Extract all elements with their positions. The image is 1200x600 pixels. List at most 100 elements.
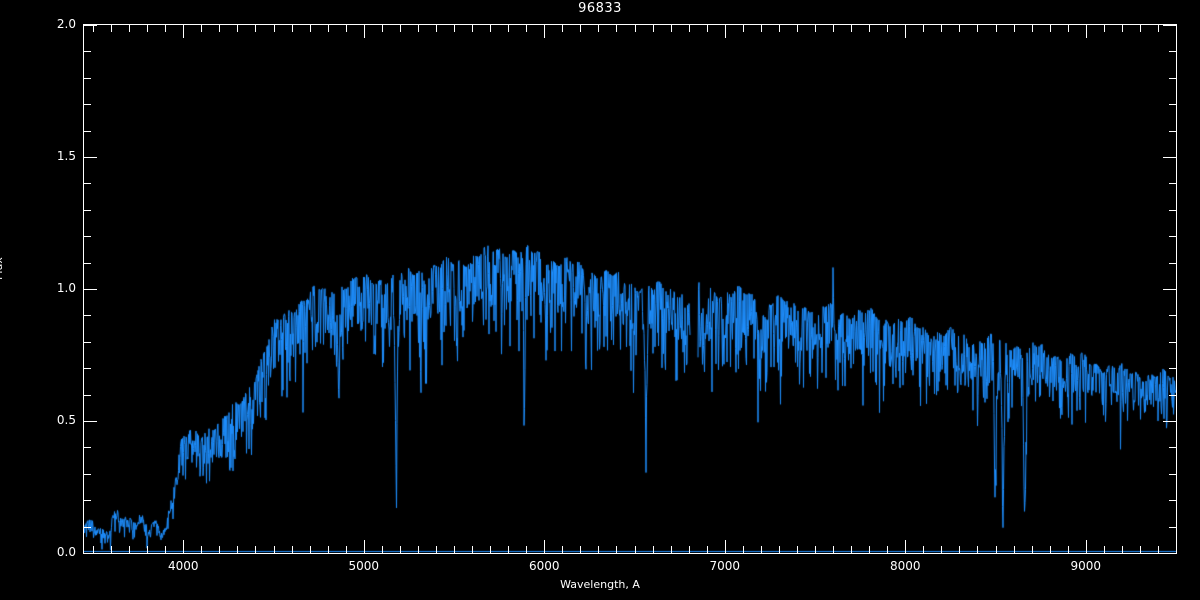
x-axis-tick: [598, 25, 599, 32]
x-axis-tick: [580, 25, 581, 32]
y-axis-tick: [84, 315, 91, 316]
y-axis-tick: [1169, 474, 1176, 475]
x-axis-tick: [490, 546, 491, 553]
y-axis-tick: [1163, 421, 1176, 422]
x-axis-tick: [219, 546, 220, 553]
x-axis-tick: [526, 546, 527, 553]
y-axis-tick: [1169, 500, 1176, 501]
y-axis-tick: [1169, 51, 1176, 52]
x-axis-tick: [671, 546, 672, 553]
y-axis-tick: [84, 25, 97, 26]
x-axis-tick: [779, 546, 780, 553]
x-axis-tick: [129, 546, 130, 553]
x-axis-tick: [616, 546, 617, 553]
x-axis-tick: [1032, 25, 1033, 32]
y-axis-tick: [1169, 342, 1176, 343]
y-axis-tick: [84, 342, 91, 343]
x-axis-tick: [292, 546, 293, 553]
y-axis-tick: [1169, 395, 1176, 396]
x-axis-tick: [111, 546, 112, 553]
x-axis-tick: [183, 25, 184, 38]
y-axis-tick: [1169, 131, 1176, 132]
x-axis-tick: [274, 25, 275, 32]
x-axis-tick: [237, 546, 238, 553]
x-axis-tick: [1176, 546, 1177, 553]
x-axis-tick: [472, 546, 473, 553]
y-axis-tick: [1163, 289, 1176, 290]
x-axis-tick: [1014, 25, 1015, 32]
y-axis-tick: [84, 368, 91, 369]
x-axis-tick: [544, 25, 545, 38]
x-axis-tick: [328, 546, 329, 553]
x-axis-tick: [346, 25, 347, 32]
y-axis-tick: [84, 263, 91, 264]
y-axis-tick: [84, 157, 97, 158]
x-axis-tick: [598, 546, 599, 553]
y-axis-tick: [1169, 447, 1176, 448]
x-axis-tick: [996, 546, 997, 553]
x-axis-tick: [1122, 25, 1123, 32]
x-axis-tick: [977, 546, 978, 553]
x-axis-tick: [1014, 546, 1015, 553]
y-tick-label: 0.0: [56, 545, 76, 559]
page-title: 96833: [578, 1, 622, 16]
x-axis-tick: [165, 25, 166, 32]
x-axis-tick: [418, 546, 419, 553]
x-axis-tick: [364, 25, 365, 38]
x-axis-tick: [219, 25, 220, 32]
x-axis-tick: [346, 546, 347, 553]
y-tick-label: 1.0: [56, 281, 76, 295]
y-axis-label: Flux: [0, 257, 5, 280]
x-axis-tick: [274, 546, 275, 553]
x-axis-tick: [923, 25, 924, 32]
x-axis-tick: [797, 25, 798, 32]
x-axis-tick: [707, 25, 708, 32]
x-axis-tick: [941, 546, 942, 553]
x-axis-tick: [743, 25, 744, 32]
x-tick-label: 9000: [1070, 559, 1102, 573]
x-axis-tick: [869, 25, 870, 32]
x-axis-tick: [580, 546, 581, 553]
x-axis-tick: [165, 546, 166, 553]
y-axis-tick: [1169, 527, 1176, 528]
x-axis-tick: [1140, 546, 1141, 553]
x-axis-tick: [364, 540, 365, 553]
y-axis-tick: [84, 131, 91, 132]
x-axis-tick: [382, 546, 383, 553]
x-axis-tick: [454, 25, 455, 32]
x-axis-tick: [923, 546, 924, 553]
y-axis-tick: [1169, 104, 1176, 105]
y-axis-tick: [84, 183, 91, 184]
x-tick-label: 5000: [348, 559, 380, 573]
y-axis-tick: [1169, 368, 1176, 369]
x-axis-tick: [418, 25, 419, 32]
x-axis-tick: [851, 546, 852, 553]
x-axis-tick: [977, 25, 978, 32]
x-axis-tick: [905, 25, 906, 38]
x-axis-tick: [959, 546, 960, 553]
y-axis-tick: [84, 474, 91, 475]
x-axis-tick: [201, 25, 202, 32]
x-axis-tick: [833, 25, 834, 32]
x-axis-tick: [887, 25, 888, 32]
y-axis-tick: [84, 78, 91, 79]
x-axis-tick: [544, 540, 545, 553]
y-axis-tick: [84, 51, 91, 52]
x-axis-tick: [382, 25, 383, 32]
x-axis-tick: [1068, 546, 1069, 553]
x-axis-tick: [653, 25, 654, 32]
x-axis-tick: [616, 25, 617, 32]
x-axis-tick: [1104, 25, 1105, 32]
x-axis-tick: [1086, 25, 1087, 38]
x-axis-tick: [183, 540, 184, 553]
x-axis-tick: [833, 546, 834, 553]
x-axis-tick: [508, 25, 509, 32]
x-axis-tick: [472, 25, 473, 32]
x-axis-tick: [725, 540, 726, 553]
x-tick-label: 8000: [889, 559, 921, 573]
x-axis-tick: [1158, 546, 1159, 553]
x-axis-tick: [562, 546, 563, 553]
x-axis-tick: [689, 546, 690, 553]
y-axis-tick: [1163, 157, 1176, 158]
x-axis-tick: [400, 25, 401, 32]
